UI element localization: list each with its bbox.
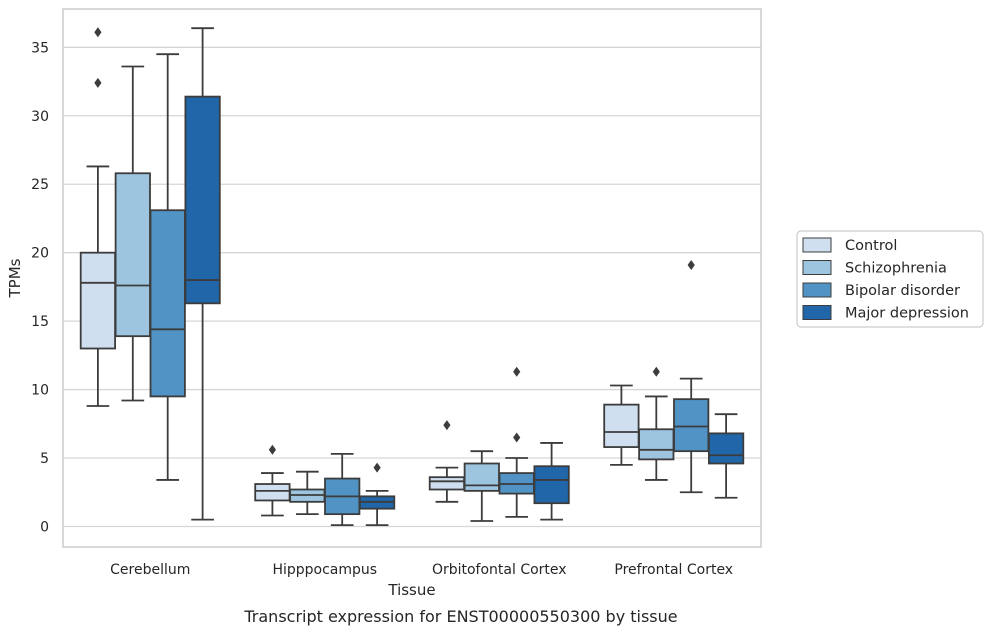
y-tick-label: 30 (31, 109, 49, 125)
x-tick-label: Cerebellum (110, 562, 190, 578)
box-iqr (149, 209, 186, 398)
x-axis-ticks: Cerebellum Hipppocampus Orbitofontal Corte… (110, 562, 733, 578)
box-iqr (638, 428, 675, 461)
box-major-depression (708, 413, 745, 499)
outlier-point (373, 462, 381, 473)
y-tick-label: 35 (31, 40, 49, 56)
outlier-point (443, 420, 451, 431)
box-schizophrenia (463, 450, 500, 522)
y-axis-title: TPMs (6, 258, 24, 298)
x-tick-label: Prefrontal Cortex (614, 562, 733, 578)
outlier-point (94, 27, 102, 38)
outlier-point (687, 259, 695, 270)
box-major-depression (533, 442, 570, 521)
legend: Control Schizophrenia Bipolar disorder Majo… (796, 230, 984, 328)
legend-swatch (802, 282, 832, 298)
box-schizophrenia (638, 366, 675, 481)
legend-frame (796, 230, 984, 328)
box-iqr (114, 172, 151, 338)
legend-label: Schizophrenia (845, 261, 947, 277)
box-bipolar-disorder (324, 453, 361, 526)
box-schizophrenia (114, 65, 151, 402)
box-iqr (79, 251, 116, 350)
outlier-point (513, 432, 521, 443)
box-iqr (533, 465, 570, 505)
outlier-point (652, 366, 660, 377)
outlier-point (268, 444, 276, 455)
boxes-group (79, 27, 745, 526)
y-tick-label: 15 (31, 314, 49, 330)
legend-label: Major depression (845, 306, 969, 322)
box-control (79, 27, 116, 407)
box-iqr (603, 403, 640, 448)
box-bipolar-disorder (673, 259, 710, 494)
y-tick-label: 20 (31, 246, 49, 262)
outlier-point (94, 77, 102, 88)
box-iqr (428, 476, 465, 491)
box-iqr (184, 95, 221, 305)
y-tick-label: 5 (40, 451, 49, 467)
outlier-point (513, 366, 521, 377)
legend-label: Control (845, 238, 897, 254)
y-tick-label: 25 (31, 177, 49, 193)
box-bipolar-disorder (498, 366, 535, 518)
box-major-depression (359, 462, 396, 526)
box-bipolar-disorder (149, 53, 186, 481)
legend-swatch (802, 237, 832, 253)
x-tick-label: Hipppocampus (272, 562, 377, 578)
box-control (254, 444, 291, 517)
box-iqr (254, 483, 291, 502)
box-iqr (673, 398, 710, 453)
x-tick-label: Orbitofontal Cortex (432, 562, 567, 578)
chart-caption: Transcript expression for ENST0000055030… (243, 607, 677, 626)
x-axis-title: Tissue (387, 581, 435, 599)
box-control (603, 384, 640, 466)
plot-area (62, 8, 762, 548)
legend-label: Bipolar disorder (845, 283, 960, 299)
legend-swatch (802, 305, 832, 320)
y-tick-label: 0 (40, 519, 49, 535)
legend-swatch (802, 260, 832, 275)
box-control (428, 420, 465, 503)
y-tick-label: 10 (31, 383, 49, 399)
y-axis-ticks: 0 5 10 15 20 25 30 35 (31, 40, 49, 535)
box-schizophrenia (289, 470, 326, 516)
box-iqr (708, 432, 745, 465)
box-major-depression (184, 27, 221, 521)
box-iqr (463, 462, 500, 492)
